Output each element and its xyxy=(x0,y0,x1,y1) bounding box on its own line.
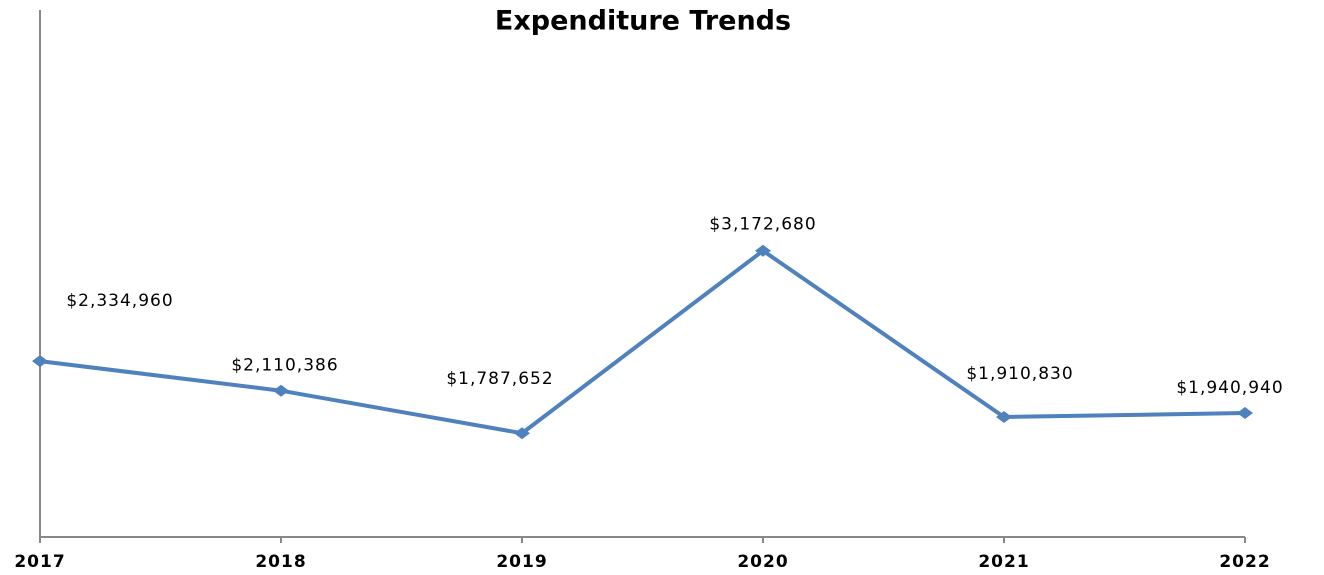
data-label: $2,110,386 xyxy=(231,356,338,376)
marker xyxy=(514,427,530,440)
marker xyxy=(273,384,289,397)
data-label: $3,172,680 xyxy=(709,215,816,235)
x-tick-label: 2021 xyxy=(978,552,1029,572)
marker xyxy=(996,410,1012,423)
x-tick-label: 2022 xyxy=(1219,552,1270,572)
data-label: $1,940,940 xyxy=(1176,378,1283,398)
data-label: $1,910,830 xyxy=(966,364,1073,384)
line xyxy=(39,248,1246,436)
marker xyxy=(755,244,771,257)
data-label: $1,787,652 xyxy=(446,369,553,389)
chart-title: Expenditure Trends xyxy=(495,6,791,37)
x-tick-label: 2020 xyxy=(737,552,788,572)
x-tick-label: 2018 xyxy=(255,552,306,572)
data-label: $2,334,960 xyxy=(66,291,173,311)
x-tick-label: 2017 xyxy=(14,552,65,572)
marker xyxy=(1237,407,1253,420)
marker xyxy=(32,355,48,368)
x-tick-label: 2019 xyxy=(496,552,547,572)
